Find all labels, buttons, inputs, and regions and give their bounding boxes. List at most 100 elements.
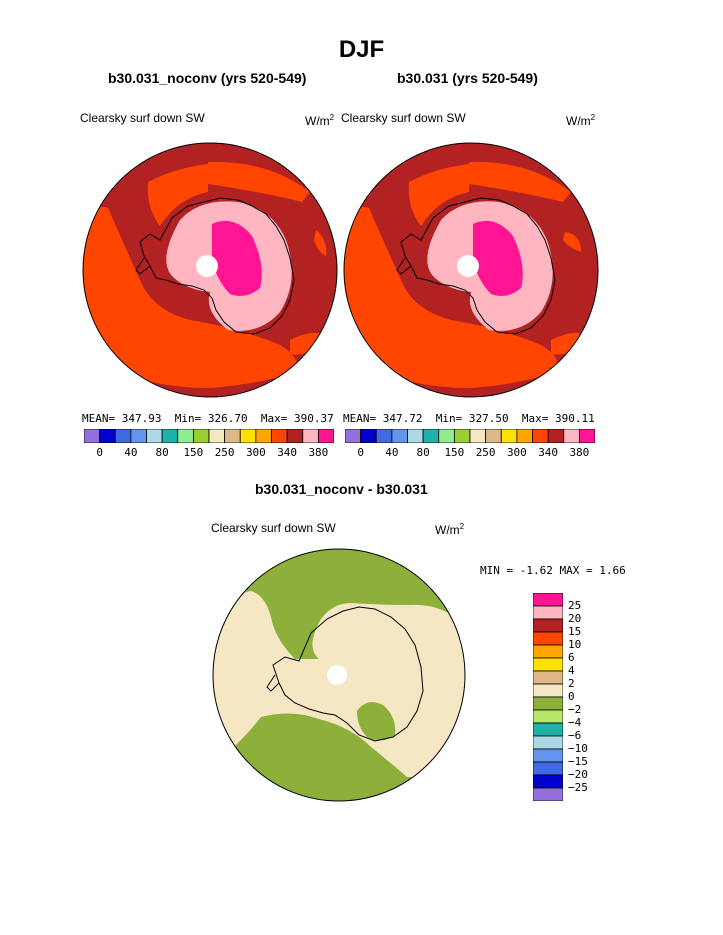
- colorbar-swatch: [533, 761, 563, 776]
- field-region-300-east: [563, 232, 581, 252]
- field-region-300-southeast: [290, 332, 324, 355]
- colorbar-swatch: [422, 429, 440, 443]
- colorbar-tick-label: 40: [124, 446, 138, 459]
- colorbar-swatch: [533, 774, 563, 789]
- colorbar-swatch: [271, 429, 288, 443]
- panel1-stats: MEAN= 347.93 Min= 326.70 Max= 390.37: [82, 412, 334, 425]
- colorbar-swatch: [533, 748, 563, 763]
- colorbar-tick-label: 150: [183, 446, 204, 459]
- colorbar-tick-label: 15: [568, 625, 582, 638]
- colorbar-swatch: [286, 429, 304, 443]
- colorbar-swatch: [533, 787, 563, 801]
- colorbar-tick-label: 80: [416, 446, 430, 459]
- panel2-units: W/m2: [566, 113, 596, 128]
- coastline-peninsula: [266, 674, 280, 692]
- colorbar-tick-label: 380: [308, 446, 329, 459]
- diff-case-title: b30.031_noconv - b30.031: [255, 481, 428, 497]
- colorbar-swatch: [161, 429, 179, 443]
- field-region-300-north: [408, 164, 469, 226]
- panel2-variable-label: Clearsky surf down SW: [341, 111, 466, 125]
- diff-units: W/m2: [435, 522, 465, 537]
- field-region-380: [212, 220, 262, 296]
- colorbar-tick-label: 300: [506, 446, 527, 459]
- colorbar-tick-label: 380: [569, 446, 590, 459]
- panel1-case-title: b30.031_noconv (yrs 520-549): [108, 70, 307, 86]
- colorbar-tick-label: 0: [96, 446, 103, 459]
- field-region-300-northeast: [208, 161, 310, 202]
- panel2-colorbar: [345, 429, 595, 443]
- field-region-minus2-north: [213, 549, 465, 659]
- colorbar-swatch: [547, 429, 565, 443]
- colorbar-swatch: [317, 429, 334, 443]
- colorbar-tick-label: 25: [568, 599, 582, 612]
- diff-map-border: [212, 548, 466, 802]
- page-title: DJF: [338, 36, 385, 63]
- colorbar-swatch: [500, 429, 518, 443]
- colorbar-tick-label: 250: [475, 446, 496, 459]
- colorbar-swatch: [177, 429, 194, 443]
- colorbar-swatch: [533, 696, 563, 711]
- field-region-300-northeast: [469, 161, 571, 202]
- colorbar-swatch: [224, 429, 241, 443]
- colorbar-swatch: [375, 429, 393, 443]
- colorbar-swatch: [255, 429, 272, 443]
- pole-mask: [457, 255, 479, 277]
- field-region-380: [473, 220, 523, 296]
- colorbar-swatch: [533, 709, 563, 724]
- colorbar-swatch: [533, 618, 563, 633]
- coastline-peninsula: [135, 257, 151, 275]
- panel2-polar-map: [343, 142, 599, 398]
- diff-variable-label: Clearsky surf down SW: [211, 521, 336, 535]
- colorbar-swatch: [438, 429, 455, 443]
- colorbar-swatch: [453, 429, 471, 443]
- colorbar-swatch: [533, 657, 563, 672]
- colorbar-tick-label: 10: [568, 638, 582, 651]
- colorbar-swatch: [146, 429, 163, 443]
- diff-colorbar: [533, 593, 563, 801]
- colorbar-tick-label: −10: [568, 742, 588, 755]
- colorbar-tick-label: 4: [568, 664, 575, 677]
- pole-mask: [196, 255, 218, 277]
- colorbar-tick-label: 150: [444, 446, 465, 459]
- field-region-300-southeast: [551, 332, 585, 355]
- colorbar-swatch: [130, 429, 147, 443]
- field-region-300-north: [147, 164, 208, 226]
- field-region-300-west: [83, 207, 297, 388]
- colorbar-swatch: [469, 429, 487, 443]
- colorbar-tick-label: −15: [568, 755, 588, 768]
- panel2-stats: MEAN= 347.72 Min= 327.50 Max= 390.11: [343, 412, 595, 425]
- colorbar-swatch: [208, 429, 226, 443]
- field-region-minus2-east-antarctica: [357, 702, 396, 741]
- colorbar-swatch: [516, 429, 533, 443]
- colorbar-tick-label: 250: [214, 446, 235, 459]
- colorbar-swatch: [345, 429, 362, 443]
- colorbar-swatch: [533, 631, 563, 646]
- colorbar-swatch: [533, 644, 563, 659]
- panel2-case-title: b30.031 (yrs 520-549): [397, 70, 538, 86]
- colorbar-tick-label: 2: [568, 677, 575, 690]
- colorbar-tick-label: −2: [568, 703, 582, 716]
- colorbar-swatch: [239, 429, 257, 443]
- colorbar-swatch: [302, 429, 319, 443]
- colorbar-swatch: [533, 735, 563, 750]
- colorbar-swatch: [485, 429, 502, 443]
- colorbar-tick-label: −20: [568, 768, 588, 781]
- colorbar-swatch: [533, 593, 563, 607]
- colorbar-tick-label: 340: [538, 446, 559, 459]
- panel1-map-border: [82, 142, 338, 398]
- panel1-variable-label: Clearsky surf down SW: [80, 111, 205, 125]
- colorbar-swatch: [533, 605, 563, 620]
- coastline-antarctica: [400, 197, 556, 335]
- pole-mask: [327, 665, 347, 685]
- panel2-map-border: [343, 142, 599, 398]
- colorbar-tick-label: −4: [568, 716, 582, 729]
- field-region-300-west: [344, 207, 558, 388]
- field-region-300-east: [314, 230, 327, 256]
- colorbar-swatch: [84, 429, 101, 443]
- coastline-antarctica: [272, 606, 424, 742]
- colorbar-swatch: [533, 722, 563, 737]
- colorbar-tick-label: 40: [385, 446, 399, 459]
- colorbar-swatch: [114, 429, 132, 443]
- colorbar-tick-label: 6: [568, 651, 575, 664]
- colorbar-tick-label: 80: [155, 446, 169, 459]
